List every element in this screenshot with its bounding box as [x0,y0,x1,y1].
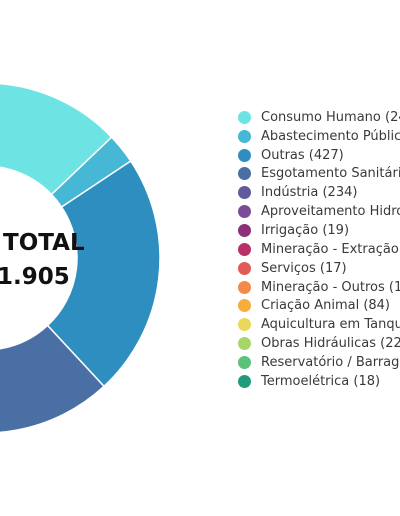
legend-item[interactable]: Mineração - Outros (14 [238,278,400,297]
legend-label: Indústria (234) [261,185,358,201]
legend-color-swatch [238,318,251,332]
chart-legend: Consumo Humano (24 Abastecimento Público O… [238,108,400,391]
legend-color-swatch [238,205,251,219]
legend-color-swatch [238,355,251,369]
legend-color-swatch [238,110,251,124]
legend-color-swatch [238,337,251,351]
legend-label: Reservatório / Barrage [261,354,400,370]
center-total-label: TOTAL [3,230,85,256]
legend-item[interactable]: Indústria (234) [238,183,400,202]
legend-item[interactable]: Consumo Humano (24 [238,108,400,127]
legend-item[interactable]: Abastecimento Público [238,127,400,146]
legend-item[interactable]: Obras Hidráulicas (22) [238,334,400,353]
legend-label: Criação Animal (84) [261,298,391,314]
legend-color-swatch [238,186,251,200]
legend-color-swatch [238,242,251,256]
legend-color-swatch [238,129,251,143]
legend-item[interactable]: Aquicultura em Tanque [238,315,400,334]
legend-label: Aquicultura em Tanque [261,317,400,333]
legend-item[interactable]: Outras (427) [238,146,400,165]
legend-label: Termoelétrica (18) [261,373,381,389]
legend-label: Mineração - Extração d [261,241,400,257]
legend-label: Esgotamento Sanitário [261,166,400,182]
legend-color-swatch [238,167,251,181]
legend-label: Irrigação (19) [261,222,350,238]
legend-item[interactable]: Termoelétrica (18) [238,372,400,391]
legend-label: Aproveitamento Hidro [261,204,400,220]
legend-color-swatch [238,280,251,294]
legend-label: Outras (427) [261,147,344,163]
legend-item[interactable]: Mineração - Extração d [238,240,400,259]
legend-color-swatch [238,223,251,237]
legend-label: Obras Hidráulicas (22) [261,336,400,352]
legend-item[interactable]: Serviços (17) [238,259,400,278]
legend-color-swatch [238,148,251,162]
slice-2[interactable] [46,160,161,388]
legend-label: Mineração - Outros (14 [261,279,400,295]
legend-color-swatch [238,261,251,275]
legend-label: Consumo Humano (24 [261,109,400,125]
legend-color-swatch [238,299,251,313]
donut-slices [0,82,161,434]
legend-item[interactable]: Esgotamento Sanitário [238,165,400,184]
legend-color-swatch [238,374,251,388]
legend-label: Serviços (17) [261,260,347,276]
legend-item[interactable]: Aproveitamento Hidro [238,202,400,221]
center-total-value: 1.905 [0,264,70,290]
legend-item[interactable]: Irrigação (19) [238,221,400,240]
legend-item[interactable]: Criação Animal (84) [238,296,400,315]
legend-label: Abastecimento Público [261,128,400,144]
slice-3[interactable] [0,324,106,434]
legend-item[interactable]: Reservatório / Barrage [238,353,400,372]
